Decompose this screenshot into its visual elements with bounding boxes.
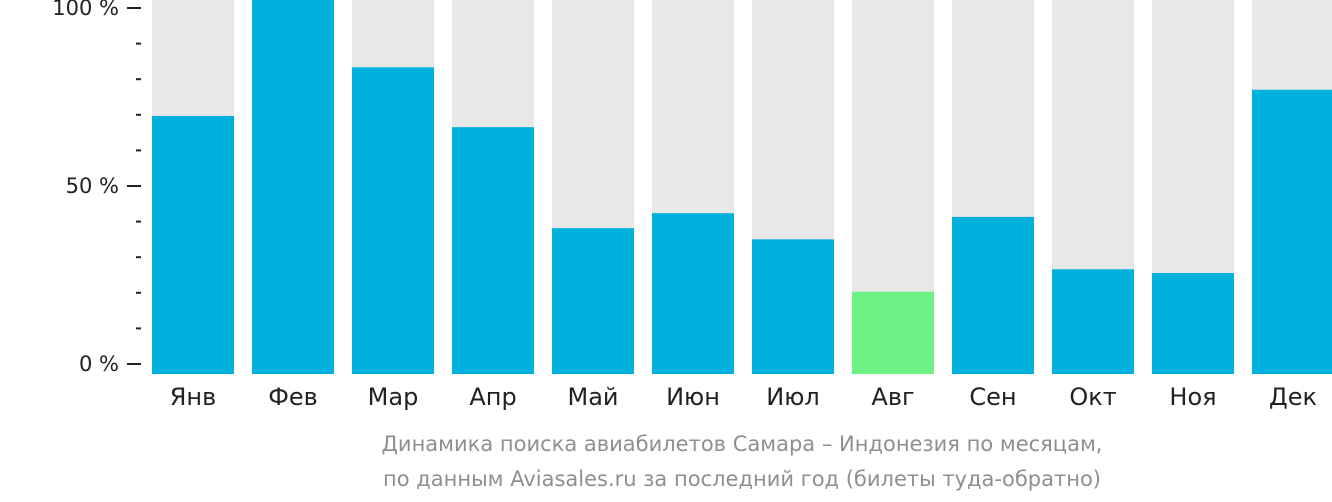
x-tick-label: Июл <box>766 383 820 411</box>
y-tick-label: 0 % <box>79 352 119 376</box>
x-tick-label: Авг <box>871 383 914 411</box>
bar-Дек[interactable] <box>1252 89 1332 374</box>
x-tick-label: Сен <box>969 383 1016 411</box>
x-tick-label: Июн <box>666 383 720 411</box>
x-tick-label: Янв <box>170 383 217 411</box>
x-tick-label: Окт <box>1069 383 1116 411</box>
bar-Янв[interactable] <box>152 115 234 374</box>
y-axis: 0 % 50 % 100 % <box>52 0 141 376</box>
bar-Окт[interactable] <box>1052 269 1134 374</box>
x-tick-label: Май <box>567 383 618 411</box>
bar-Сен[interactable] <box>952 216 1034 374</box>
bar-Мар[interactable] <box>352 67 434 374</box>
bar-Ноя[interactable] <box>1152 273 1234 374</box>
x-tick-label: Фев <box>268 383 318 411</box>
x-tick-label: Апр <box>469 383 516 411</box>
bar-Май[interactable] <box>552 228 634 374</box>
y-tick-label: 100 % <box>52 0 119 20</box>
bar-Июл[interactable] <box>752 239 834 374</box>
bar-Апр[interactable] <box>452 127 534 374</box>
bar-Авг[interactable] <box>852 291 934 374</box>
bars-group <box>152 0 1332 374</box>
y-tick-label: 50 % <box>66 174 119 198</box>
bar-Фев[interactable] <box>252 0 334 374</box>
x-axis-labels: Янв Фев Мар Апр Май Июн Июл Авг Сен Окт Ноя Дек <box>170 383 1317 411</box>
bar-Июн[interactable] <box>652 213 734 374</box>
chart-caption-line-1: Динамика поиска авиабилетов Самара – Инд… <box>381 432 1103 456</box>
chart-caption-line-2: по данным Aviasales.ru за последний год … <box>383 467 1101 491</box>
x-tick-label: Дек <box>1269 383 1317 411</box>
x-tick-label: Мар <box>368 383 419 411</box>
x-tick-label: Ноя <box>1169 383 1216 411</box>
